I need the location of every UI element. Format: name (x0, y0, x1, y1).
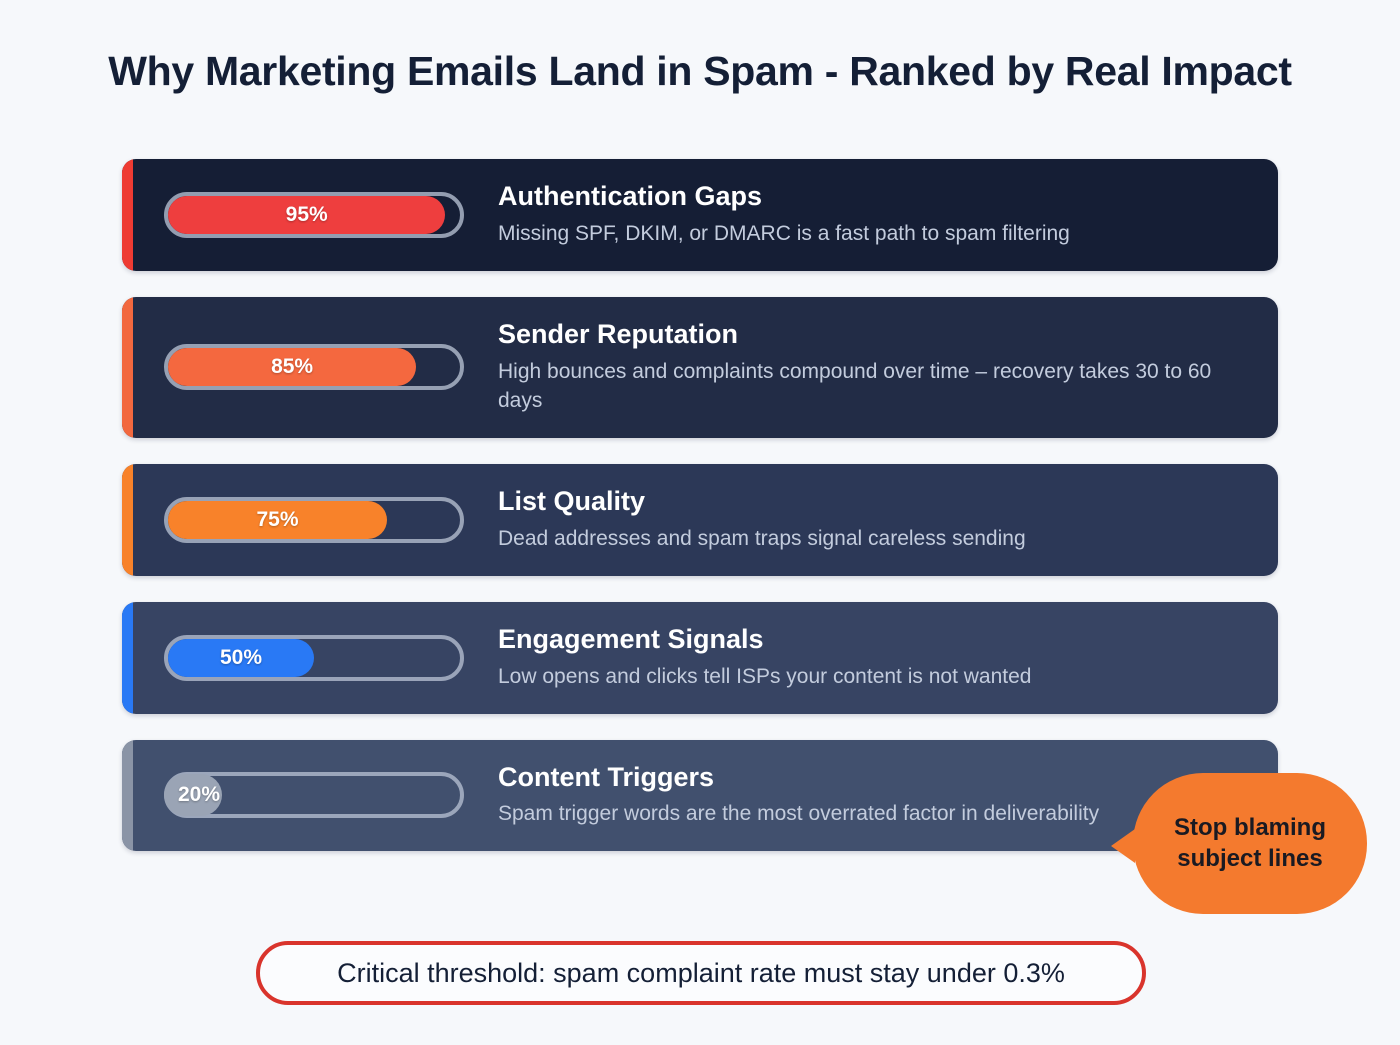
row-title: Engagement Signals (498, 623, 764, 654)
progress-fill: 95% (168, 195, 446, 234)
page-title: Why Marketing Emails Land in Spam - Rank… (108, 48, 1292, 94)
progress-bar: 50% (164, 634, 464, 681)
callout-tail-icon (1111, 829, 1135, 863)
row-title: List Quality (498, 486, 646, 517)
progress-value-label: 50% (219, 645, 263, 669)
progress-track (164, 191, 464, 238)
row-text-block: Authentication Gaps Missing SPF, DKIM, or… (464, 159, 1278, 271)
callout-line-2: subject lines (1177, 844, 1323, 872)
row-accent-bar (122, 159, 133, 271)
progress-fill: 50% (168, 638, 314, 677)
progress-fill: 20% (164, 774, 223, 817)
row-text-block: Content Triggers Spam trigger words are t… (464, 740, 1278, 852)
table-row: 75% List Quality Dead addresses and spam t… (122, 464, 1278, 576)
progress-value-label: 75% (256, 507, 299, 531)
progress-track (164, 344, 464, 391)
progress-fill: 75% (168, 500, 387, 539)
row-text-block: Sender Reputation High bounces and compla… (464, 297, 1278, 438)
progress-bar: 75% (164, 496, 464, 543)
progress-value-label: 20% (178, 783, 221, 807)
row-title: Content Triggers (498, 761, 715, 792)
progress-track (164, 634, 464, 681)
callout-bubble: Stop blaming subject lines (1111, 773, 1367, 914)
row-text-block: Engagement Signals Low opens and clicks t… (464, 602, 1278, 714)
progress-value-label: 85% (271, 355, 314, 379)
callout-text: Stop blaming subject lines (1160, 813, 1340, 873)
row-description: Spam trigger words are the most overrate… (498, 802, 1100, 826)
row-accent-bar (122, 464, 133, 576)
ranked-factor-list: 95% Authentication Gaps Missing SPF, DKIM,… (122, 159, 1278, 877)
row-accent-bar (122, 739, 133, 852)
progress-fill: 85% (168, 348, 417, 387)
progress-track (164, 496, 464, 543)
table-row: 50% Engagement Signals Low opens and click… (122, 601, 1278, 714)
row-text-block: List Quality Dead addresses and spam trap… (464, 464, 1278, 576)
callout-line-1: Stop blaming (1174, 814, 1326, 842)
progress-bar: 85% (164, 344, 464, 391)
threshold-text: Critical threshold: spam complaint rate … (337, 957, 1065, 988)
row-title: Sender Reputation (498, 318, 739, 349)
progress-bar: 95% (164, 191, 464, 238)
row-title: Authentication Gaps (498, 181, 763, 211)
row-accent-bar (122, 296, 133, 439)
progress-value-label: 95% (285, 202, 328, 226)
row-description: High bounces and complaints compound ove… (498, 359, 1212, 413)
table-row: 85% Sender Reputation High bounces and com… (122, 296, 1278, 439)
progress-bar: 20% (164, 772, 464, 819)
row-description: Dead addresses and spam traps signal car… (498, 527, 1026, 551)
row-description: Low opens and clicks tell ISPs your cont… (498, 664, 1032, 688)
table-row: 20% Content Triggers Spam trigger words ar… (122, 739, 1278, 852)
table-row: 95% Authentication Gaps Missing SPF, DKIM,… (122, 159, 1278, 271)
row-accent-bar (122, 601, 133, 714)
row-description: Missing SPF, DKIM, or DMARC is a fast pa… (498, 221, 1070, 245)
threshold-banner: Critical threshold: spam complaint rate … (256, 941, 1146, 1005)
